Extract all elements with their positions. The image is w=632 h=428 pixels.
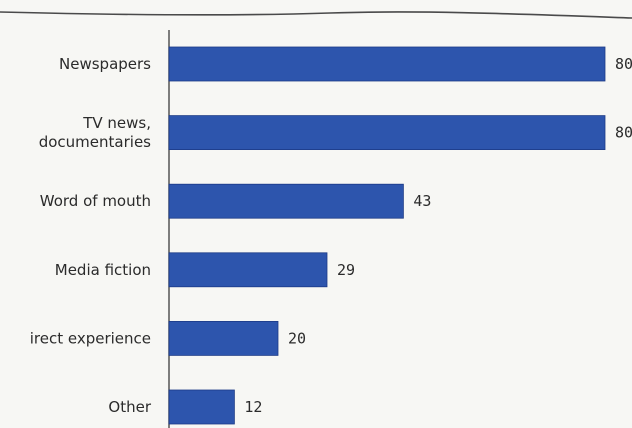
bar-2	[168, 183, 404, 219]
category-labels-group: Newspapers TV news, documentaries Word of m…	[30, 55, 152, 416]
bar-4	[168, 320, 279, 356]
value-label-1: 80	[615, 124, 632, 142]
value-label-4: 20	[288, 329, 306, 347]
category-label-5: Other	[108, 398, 151, 416]
bar-0	[168, 46, 606, 82]
bar-5	[168, 389, 235, 425]
category-label-2: Word of mouth	[40, 192, 151, 210]
category-label-1: TV news, documentaries	[39, 114, 151, 151]
bar-1	[168, 115, 606, 150]
value-labels-group: 80 80 43 29 20 12	[244, 55, 632, 416]
value-label-0: 80	[615, 55, 632, 73]
value-label-5: 12	[244, 398, 262, 416]
value-label-3: 29	[337, 261, 355, 279]
category-label-0: Newspapers	[59, 55, 151, 73]
value-label-2: 43	[413, 192, 431, 210]
bar-3	[168, 252, 328, 288]
category-label-4: irect experience	[30, 329, 151, 347]
bars-group	[168, 46, 606, 425]
category-label-3: Media fiction	[55, 261, 151, 279]
top-rule	[0, 11, 632, 19]
